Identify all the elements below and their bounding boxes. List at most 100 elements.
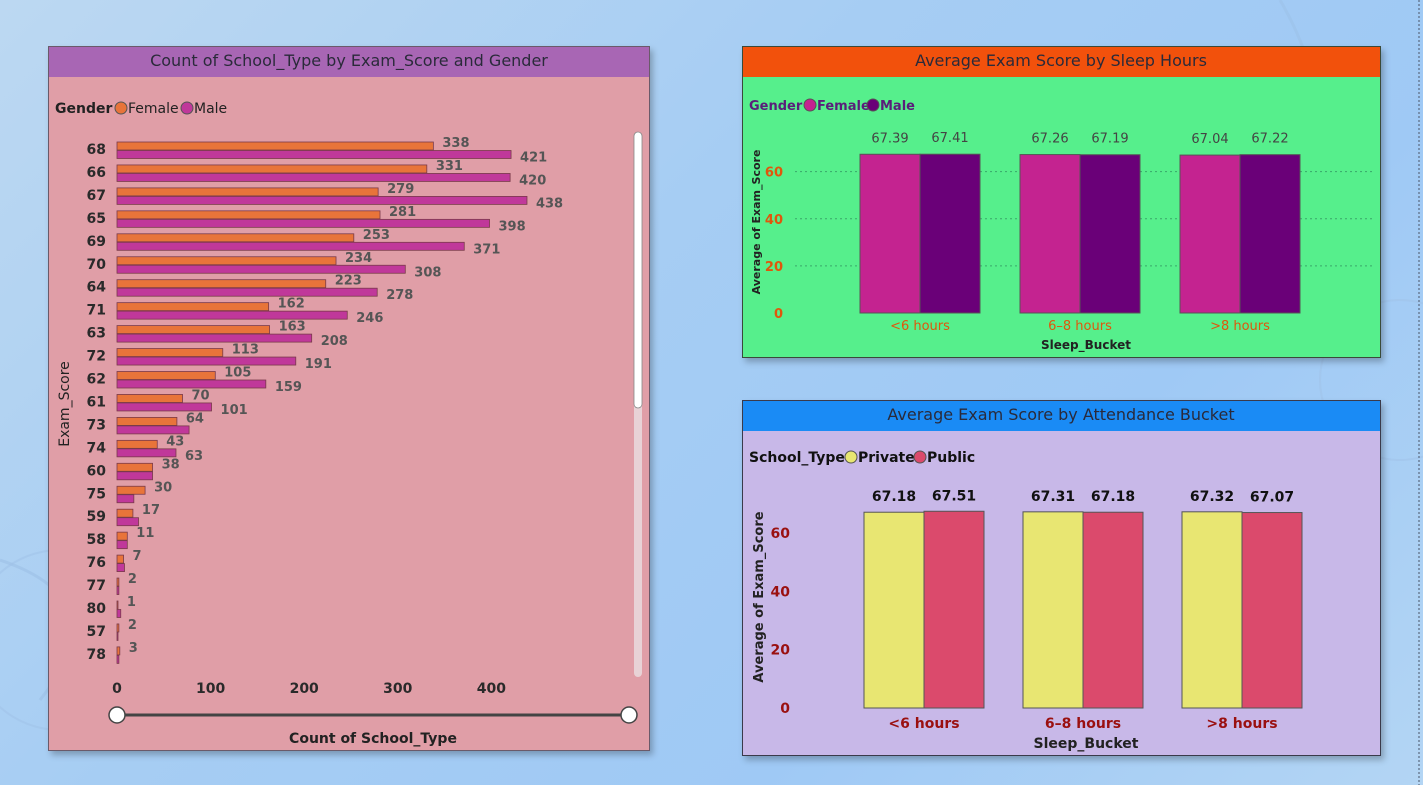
bar-female[interactable] <box>116 623 120 633</box>
bar-female[interactable] <box>116 256 337 266</box>
bar-female[interactable] <box>116 416 178 426</box>
data-label: 162 <box>278 297 305 312</box>
bar-private[interactable] <box>1181 511 1243 709</box>
data-label: 420 <box>519 173 546 188</box>
y-tick-label: 64 <box>87 280 107 296</box>
sleep-hours-chart-panel[interactable]: Average Exam Score by Sleep Hours Gender F… <box>742 46 1381 358</box>
attendance-chart-panel[interactable]: Average Exam Score by Attendance Bucket S… <box>742 400 1381 756</box>
y-tick-label: 74 <box>87 440 107 456</box>
legend-label-male[interactable]: Male <box>194 101 227 117</box>
bar-public[interactable] <box>923 510 985 709</box>
bar-female[interactable] <box>116 210 381 220</box>
data-label: 2 <box>128 572 137 587</box>
bar-male[interactable] <box>116 310 348 320</box>
legend-label-female[interactable]: Female <box>817 99 870 114</box>
y-tick-label: 40 <box>771 584 791 600</box>
bar-female[interactable] <box>1179 154 1241 314</box>
vertical-scrollbar-thumb[interactable] <box>633 131 643 409</box>
legend-label-male[interactable]: Male <box>880 99 915 114</box>
bar-male[interactable] <box>116 425 190 435</box>
bar-male[interactable] <box>116 609 122 618</box>
data-label: 1 <box>127 595 136 610</box>
bar-male[interactable] <box>116 563 125 572</box>
data-label: 371 <box>473 242 500 257</box>
bar-male[interactable] <box>116 218 490 228</box>
bar-male[interactable] <box>116 356 297 366</box>
bar-female[interactable] <box>1019 154 1081 314</box>
bar-public[interactable] <box>1241 512 1303 709</box>
y-tick-label: 71 <box>87 303 106 319</box>
bar-female[interactable] <box>116 371 216 380</box>
data-label: 63 <box>185 449 203 464</box>
bar-male[interactable] <box>116 287 378 297</box>
legend-marker-female[interactable] <box>114 101 128 115</box>
bar-female[interactable] <box>116 164 428 174</box>
data-label: 163 <box>279 320 306 335</box>
bar-female[interactable] <box>116 554 124 564</box>
bar-male[interactable] <box>116 333 313 343</box>
data-label: 331 <box>436 159 463 174</box>
bar-female[interactable] <box>116 279 327 289</box>
bar-male[interactable] <box>116 379 267 389</box>
y-tick-label: 68 <box>87 142 106 158</box>
bar-male[interactable] <box>1079 154 1141 314</box>
gender-chart-title-bar <box>49 47 649 77</box>
bar-male[interactable] <box>116 195 528 205</box>
bar-male[interactable] <box>116 402 212 412</box>
gender-count-chart-panel[interactable]: Count of School_Type by Exam_Score and G… <box>48 46 650 751</box>
bar-male[interactable] <box>116 494 135 504</box>
bar-private[interactable] <box>1022 511 1084 709</box>
bar-female[interactable] <box>116 187 379 197</box>
data-label: 67.31 <box>1031 489 1075 505</box>
data-label: 67.19 <box>1091 132 1128 147</box>
legend-marker-private[interactable] <box>844 450 858 464</box>
data-label: 64 <box>186 411 204 426</box>
bar-male[interactable] <box>116 448 177 458</box>
bar-male[interactable] <box>116 264 406 274</box>
legend-marker-female[interactable] <box>803 98 817 112</box>
bar-male[interactable] <box>116 517 139 527</box>
legend-marker-male[interactable] <box>180 101 194 115</box>
y-axis-title: Exam_Score <box>57 361 73 447</box>
bar-female[interactable] <box>116 577 120 587</box>
bar-male[interactable] <box>116 655 120 664</box>
bar-female[interactable] <box>116 439 158 449</box>
legend-label-female[interactable]: Female <box>128 101 179 117</box>
bar-female[interactable] <box>116 462 153 472</box>
bar-private[interactable] <box>863 511 925 709</box>
data-label: 278 <box>386 288 413 303</box>
bar-female[interactable] <box>859 153 921 314</box>
bar-female[interactable] <box>116 646 121 656</box>
y-tick-label: 80 <box>87 601 107 617</box>
y-tick-label: 78 <box>87 647 106 663</box>
bar-male[interactable] <box>116 241 465 251</box>
legend-marker-public[interactable] <box>913 450 927 464</box>
y-tick-label: 0 <box>774 307 783 322</box>
bar-male[interactable] <box>116 586 120 595</box>
bar-male[interactable] <box>116 632 119 641</box>
legend-marker-male[interactable] <box>866 98 880 112</box>
bar-male[interactable] <box>116 150 512 159</box>
data-label: 67.18 <box>872 489 916 505</box>
legend-label-public[interactable]: Public <box>927 450 975 466</box>
bar-male[interactable] <box>1239 154 1301 314</box>
bar-female[interactable] <box>116 600 119 610</box>
legend-label-private[interactable]: Private <box>858 450 915 466</box>
bar-female[interactable] <box>116 302 270 312</box>
bar-female[interactable] <box>116 348 224 357</box>
bar-male[interactable] <box>919 153 981 314</box>
bar-female[interactable] <box>116 141 434 151</box>
bar-male[interactable] <box>116 471 153 481</box>
bar-public[interactable] <box>1082 511 1144 709</box>
bar-female[interactable] <box>116 394 183 403</box>
bar-female[interactable] <box>116 508 134 518</box>
bar-female[interactable] <box>116 325 270 335</box>
x-range-slider-start-handle[interactable] <box>108 706 126 724</box>
bar-female[interactable] <box>116 485 146 495</box>
bar-male[interactable] <box>116 540 128 550</box>
bar-male[interactable] <box>116 173 511 182</box>
bar-female[interactable] <box>116 531 128 541</box>
x-range-slider-end-handle[interactable] <box>620 706 638 724</box>
y-tick-label: 57 <box>87 624 106 640</box>
bar-female[interactable] <box>116 233 355 243</box>
